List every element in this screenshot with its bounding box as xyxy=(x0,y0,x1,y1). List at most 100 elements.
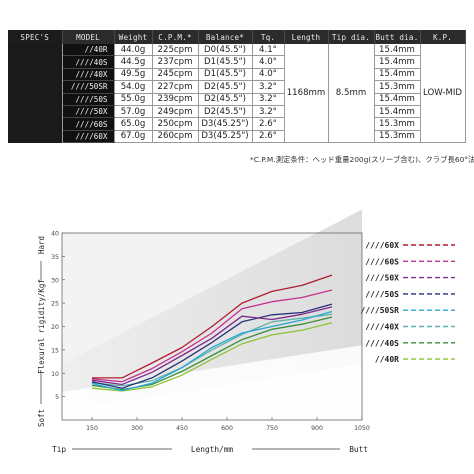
weight-header: Weight xyxy=(114,30,153,44)
y-tick-label: 15 xyxy=(51,347,59,354)
x-tick-label: 450 xyxy=(176,425,188,432)
legend-label: ////50S xyxy=(365,290,399,299)
x-axis-butt-label: Butt xyxy=(349,445,368,454)
butt-cell: 15.4mm xyxy=(374,55,421,69)
series-line-40r xyxy=(91,322,333,392)
cpm-cell: 239cpm xyxy=(152,93,199,106)
tq-cell: 2.6° xyxy=(252,130,285,144)
y-tick-label: 5 xyxy=(55,394,59,401)
balance-cell: D0(45.5") xyxy=(198,44,253,57)
y-tick-label: 35 xyxy=(51,254,59,261)
table-row: ////60S 65.0g 250cpm D3(45.25") 2.6° 15.… xyxy=(8,117,465,131)
balance-cell: D2(45.5") xyxy=(198,80,253,94)
butt-header: Butt dia. xyxy=(374,30,421,44)
series-line-60s xyxy=(91,289,333,383)
model-cell: ////50SR xyxy=(62,80,115,94)
legend-label: ////50SR xyxy=(360,306,399,315)
table-row: ////40S 44.5g 237cpm D1(45.5") 4.0° 15.4… xyxy=(8,55,465,69)
legend-label: ////60X xyxy=(365,241,399,250)
tip-header: Tip dia. xyxy=(328,30,375,44)
butt-cell: 15.4mm xyxy=(374,44,421,57)
chart-legend: ////60X ////60S ////50X ////50S ////50SR ////… xyxy=(360,241,455,364)
cpm-cell: 260cpm xyxy=(152,130,199,144)
lower-band xyxy=(62,345,362,420)
spec-table: SPEC'S MODEL Weight C.P.M.* Balance* Tq.… xyxy=(8,30,466,144)
y-axis-hard-label: Hard xyxy=(37,236,46,254)
weight-cell: 44.5g xyxy=(114,55,153,69)
x-axis-tip-label: Tip xyxy=(52,445,66,454)
tip-cell: 8.5mm xyxy=(328,44,375,144)
tq-header: Tq. xyxy=(252,30,285,44)
tick-labels: 5 10 15 20 25 30 35 40 150 300 450 600 750 900 1050 xyxy=(51,231,370,433)
weight-cell: 67.0g xyxy=(114,130,153,144)
y-tick-label: 40 xyxy=(51,231,59,238)
legend-label: //40R xyxy=(375,355,399,364)
series-lines xyxy=(91,274,333,392)
table-row: ////50SR 54.0g 227cpm D2(45.5") 3.2° 15.… xyxy=(8,80,465,94)
legend-label: ////50X xyxy=(365,274,399,283)
x-axis-label: Length/mm xyxy=(191,445,234,454)
model-cell: //40R xyxy=(62,44,115,57)
y-axis-label: Flexural rigidity/Kgf xyxy=(37,279,46,374)
x-tick-label: 150 xyxy=(86,425,98,432)
tq-cell: 2.6° xyxy=(252,117,285,131)
plot-background xyxy=(62,209,362,420)
balance-cell: D2(45.5") xyxy=(198,93,253,106)
cpm-note: *C.P.M.測定条件：ヘッド重量200g(スリーブ含む)、クラブ長60°法 xyxy=(250,155,474,164)
model-cell: ////60S xyxy=(62,117,115,131)
x-tick-label: 1050 xyxy=(354,425,370,432)
balance-header: Balance* xyxy=(198,30,253,44)
cpm-cell: 250cpm xyxy=(152,117,199,131)
weight-cell: 65.0g xyxy=(114,117,153,131)
model-cell: ////50S xyxy=(62,93,115,106)
kp-cell: LOW-MID xyxy=(420,44,466,144)
table-row: ////50X 57.0g 249cpm D2(45.5") 3.2° 15.4… xyxy=(8,105,465,119)
table-row: ////60X 67.0g 260cpm D3(45.25") 2.6° 15.… xyxy=(8,130,465,144)
series-line-60x xyxy=(92,274,333,379)
legend-label: ////60S xyxy=(365,257,399,266)
y-tick-label: 25 xyxy=(51,301,59,308)
x-tick-label: 600 xyxy=(221,425,233,432)
butt-cell: 15.3mm xyxy=(374,117,421,131)
length-cell: 1168mm xyxy=(284,44,329,144)
table-row: ////40X 49.5g 245cpm D1(45.5") 4.0° 15.4… xyxy=(8,68,465,82)
table-row: ////50S 55.0g 239cpm D2(45.5") 3.2° 15.4… xyxy=(8,93,465,106)
butt-cell: 15.3mm xyxy=(374,80,421,94)
specs-header: SPEC'S xyxy=(8,30,63,44)
y-tick-label: 20 xyxy=(51,324,59,331)
table-row: //40R 44.0g 225cpm D0(45.5") 4.1° 1168mm… xyxy=(8,44,466,144)
balance-cell: D1(45.5") xyxy=(198,55,253,69)
x-tick-label: 300 xyxy=(131,425,143,432)
butt-cell: 15.4mm xyxy=(374,93,421,106)
y-tick-label: 10 xyxy=(51,371,59,378)
weight-cell: 54.0g xyxy=(114,80,153,94)
tq-cell: 3.2° xyxy=(252,80,285,94)
cpm-cell: 237cpm xyxy=(152,55,199,69)
tq-cell: 4.0° xyxy=(252,55,285,69)
cpm-header: C.P.M.* xyxy=(152,30,199,44)
legend-label: ////40S xyxy=(365,339,399,348)
tq-cell: 4.1° xyxy=(252,44,285,57)
weight-cell: 44.0g xyxy=(114,44,153,57)
length-header: Length xyxy=(284,30,329,44)
cpm-cell: 227cpm xyxy=(152,80,199,94)
weight-cell: 55.0g xyxy=(114,93,153,106)
axis-labels: Flexural rigidity/Kgf Soft Hard Tip Length/m… xyxy=(37,236,368,454)
spec-group-cell xyxy=(8,44,63,143)
model-header: MODEL xyxy=(62,30,115,44)
balance-cell: D3(45.25") xyxy=(198,130,253,144)
kp-header: K.P. xyxy=(420,30,466,44)
cpm-cell: 225cpm xyxy=(152,44,199,57)
butt-cell: 15.3mm xyxy=(374,130,421,144)
series-line-50s xyxy=(91,303,333,389)
tq-cell: 3.2° xyxy=(252,93,285,106)
model-cell: ////60X xyxy=(62,130,115,144)
y-axis-soft-label: Soft xyxy=(37,409,46,427)
model-cell: ////40X xyxy=(62,68,115,82)
x-tick-label: 750 xyxy=(266,425,278,432)
y-tick-label: 30 xyxy=(51,277,59,284)
series-line-50sr xyxy=(91,310,333,392)
balance-cell: D3(45.25") xyxy=(198,117,253,131)
legend-label: ////40X xyxy=(365,323,399,332)
